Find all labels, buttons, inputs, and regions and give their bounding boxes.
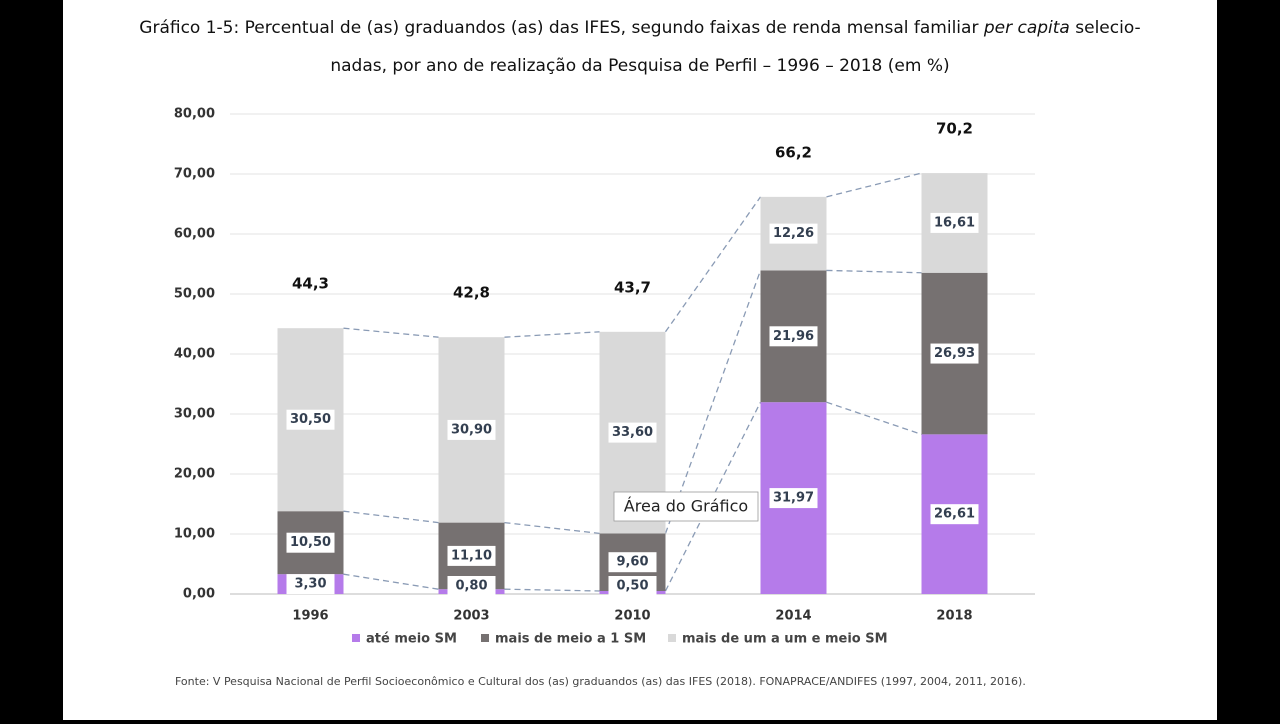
value-label: 26,61 bbox=[934, 507, 975, 522]
connector bbox=[826, 269, 922, 274]
value-label: 11,10 bbox=[451, 548, 492, 563]
x-tick-label: 2018 bbox=[936, 609, 972, 624]
value-label: 26,93 bbox=[934, 346, 975, 361]
connector bbox=[343, 510, 439, 524]
value-label: 10,50 bbox=[290, 535, 331, 550]
connector bbox=[504, 521, 600, 535]
value-label: 9,60 bbox=[616, 555, 648, 570]
chart-title: nadas, por ano de realização da Pesquisa… bbox=[330, 56, 949, 76]
x-tick-label: 2003 bbox=[453, 609, 489, 624]
connector bbox=[504, 588, 600, 592]
value-label: 3,30 bbox=[294, 577, 326, 592]
total-label: 44,3 bbox=[292, 275, 329, 293]
source-note: Fonte: V Pesquisa Nacional de Perfil Soc… bbox=[175, 675, 1026, 688]
label-box bbox=[608, 576, 657, 596]
label-box bbox=[286, 532, 335, 553]
y-tick-label: 10,00 bbox=[174, 527, 215, 542]
y-tick-label: 60,00 bbox=[174, 227, 215, 242]
value-label: 33,60 bbox=[612, 425, 653, 440]
x-tick-label: 2010 bbox=[614, 609, 650, 624]
label-box bbox=[608, 422, 657, 443]
title-part: per capita bbox=[983, 18, 1070, 38]
y-tick-label: 80,00 bbox=[174, 107, 215, 122]
value-label: 0,80 bbox=[455, 579, 487, 594]
legend-swatch bbox=[668, 634, 676, 642]
label-box bbox=[769, 223, 818, 244]
total-label: 70,2 bbox=[936, 119, 973, 137]
y-tick-label: 70,00 bbox=[174, 167, 215, 182]
label-box bbox=[608, 552, 657, 573]
connector bbox=[343, 573, 439, 590]
legend-swatch bbox=[481, 634, 489, 642]
connector bbox=[343, 327, 439, 338]
label-box bbox=[286, 574, 335, 595]
label-box bbox=[447, 419, 496, 440]
value-label: 31,97 bbox=[773, 491, 814, 506]
total-label: 43,7 bbox=[614, 278, 651, 296]
value-label: 30,50 bbox=[290, 412, 331, 427]
y-tick-label: 50,00 bbox=[174, 287, 215, 302]
value-label: 30,90 bbox=[451, 422, 492, 437]
value-label: 12,26 bbox=[773, 226, 814, 241]
connector bbox=[826, 172, 922, 198]
value-label: 21,96 bbox=[773, 329, 814, 344]
legend-label: mais de meio a 1 SM bbox=[495, 632, 646, 647]
y-tick-label: 30,00 bbox=[174, 407, 215, 422]
label-box bbox=[769, 488, 818, 509]
x-tick-label: 2014 bbox=[775, 609, 811, 624]
label-box bbox=[286, 409, 335, 430]
total-label: 66,2 bbox=[775, 143, 812, 161]
tooltip-box bbox=[613, 491, 759, 522]
value-label: 16,61 bbox=[934, 215, 975, 230]
label-box bbox=[930, 212, 979, 233]
title-part: Gráfico 1-5: Percentual de (as) graduand… bbox=[139, 18, 984, 38]
label-box bbox=[447, 545, 496, 566]
y-tick-label: 0,00 bbox=[183, 587, 215, 602]
y-tick-label: 40,00 bbox=[174, 347, 215, 362]
y-tick-label: 20,00 bbox=[174, 467, 215, 482]
connector bbox=[664, 196, 762, 333]
total-label: 42,8 bbox=[453, 284, 490, 302]
legend-label: mais de um a um e meio SM bbox=[682, 632, 888, 647]
label-box bbox=[930, 343, 979, 364]
label-box bbox=[930, 504, 979, 525]
connector bbox=[664, 270, 762, 534]
tooltip: Área do Gráfico bbox=[624, 497, 748, 516]
value-label: 0,50 bbox=[616, 579, 648, 594]
chart-title: Gráfico 1-5: Percentual de (as) graduand… bbox=[139, 18, 1140, 38]
connector bbox=[504, 331, 600, 338]
label-box bbox=[447, 576, 496, 596]
title-part: selecio- bbox=[1070, 18, 1141, 38]
x-tick-label: 1996 bbox=[292, 609, 328, 624]
label-box bbox=[769, 326, 818, 347]
legend-swatch bbox=[352, 634, 360, 642]
legend-label: até meio SM bbox=[366, 632, 457, 647]
connector bbox=[826, 401, 922, 435]
